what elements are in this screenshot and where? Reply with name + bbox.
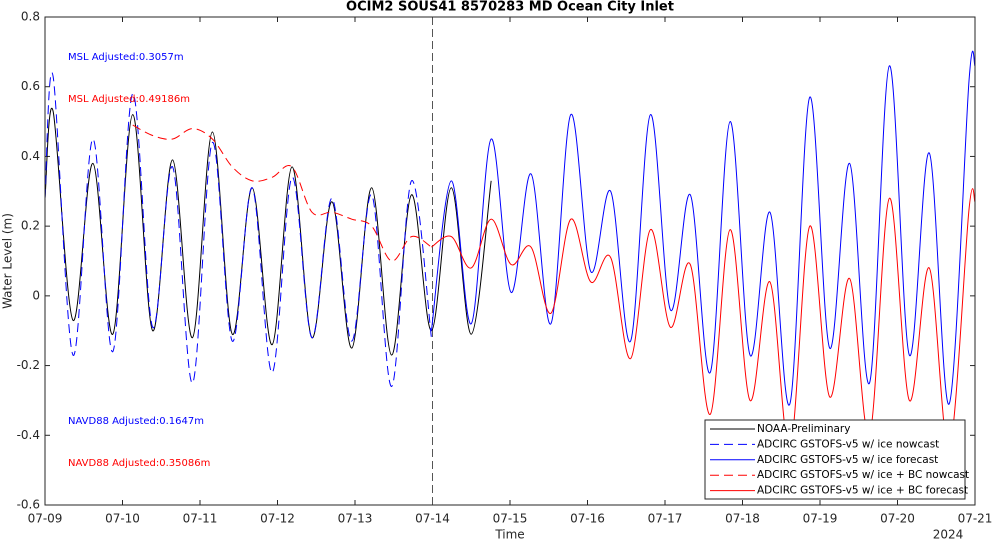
annotation: NAVD88 Adjusted:0.35086m	[68, 458, 210, 469]
x-tick-label: 07-20	[880, 512, 915, 526]
y-tick-label: -0.6	[17, 498, 40, 512]
x-tick-label: 07-21	[958, 512, 992, 526]
x-axis-label: Time	[494, 528, 524, 542]
x-tick-label: 07-16	[570, 512, 605, 526]
x-tick-label: 07-11	[183, 512, 218, 526]
x-tick-label: 07-19	[803, 512, 838, 526]
x-tick-label: 07-17	[648, 512, 683, 526]
y-tick-label: -0.2	[17, 358, 40, 372]
x-tick-label: 07-15	[493, 512, 528, 526]
series-line	[430, 50, 975, 406]
x-tick-label: 07-14	[415, 512, 450, 526]
series-line	[132, 124, 432, 262]
legend-label: ADCIRC GSTOFS-v5 w/ ice nowcast	[757, 438, 939, 450]
x-tick-label: 07-09	[28, 512, 63, 526]
y-tick-label: 0.8	[21, 10, 40, 24]
x-tick-label: 07-12	[260, 512, 295, 526]
legend-label: ADCIRC GSTOFS-v5 w/ ice + BC forecast	[757, 485, 968, 497]
y-tick-label: 0.2	[21, 219, 40, 233]
annotation: MSL Adjusted:0.3057m	[68, 52, 184, 63]
y-axis-label: Water Level (m)	[1, 213, 15, 309]
legend-label: NOAA-Preliminary	[757, 423, 850, 435]
series-line	[45, 72, 432, 387]
y-tick-label: 0.6	[21, 79, 40, 93]
series-line	[45, 107, 492, 356]
legend-label: ADCIRC GSTOFS-v5 w/ ice + BC nowcast	[757, 469, 969, 481]
y-tick-label: -0.4	[17, 428, 40, 442]
x-tick-label: 07-13	[338, 512, 373, 526]
annotation: MSL Adjusted:0.49186m	[68, 94, 190, 105]
y-tick-label: 0	[32, 288, 40, 302]
y-tick-label: 0.4	[21, 149, 40, 163]
x-tick-label: 07-10	[105, 512, 140, 526]
annotation: NAVD88 Adjusted:0.1647m	[68, 416, 204, 427]
legend-label: ADCIRC GSTOFS-v5 w/ ice forecast	[757, 454, 938, 466]
series-line	[431, 188, 975, 450]
x-tick-label: 07-18	[725, 512, 760, 526]
plot-frame	[44, 16, 976, 506]
chart-title: OCIM2 SOUS41 8570283 MD Ocean City Inlet	[346, 0, 674, 15]
x-axis-year: 2024	[933, 528, 964, 542]
